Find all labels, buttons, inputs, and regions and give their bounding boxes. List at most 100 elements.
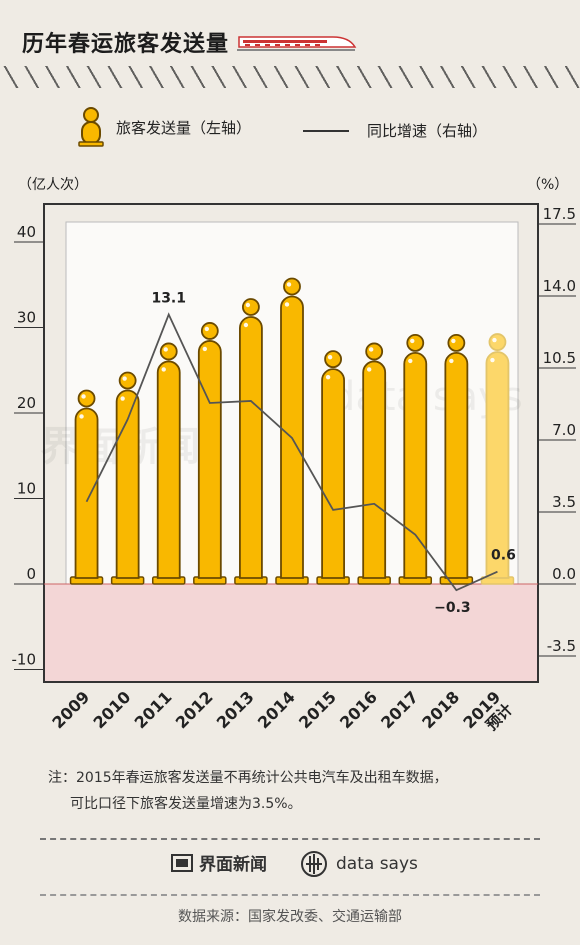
right-tick-label: 10.5 xyxy=(543,349,576,367)
bar-highlight xyxy=(81,394,86,399)
right-axis-unit: （%） xyxy=(527,177,569,193)
bar-2014 xyxy=(275,277,309,585)
footer-divider-2 xyxy=(40,894,540,896)
x-tick-label: 2015 xyxy=(295,687,340,732)
x-tick-label: 2016 xyxy=(336,687,381,732)
bar-2019 xyxy=(480,333,515,585)
jiemian-logo-icon xyxy=(171,853,193,872)
x-tick-label: 2013 xyxy=(213,687,258,732)
legend-line-label: 同比增速（右轴） xyxy=(367,122,488,140)
bar-highlight xyxy=(286,282,292,287)
bar-highlight xyxy=(245,302,251,308)
x-tick-label: 2010 xyxy=(90,687,135,732)
bar-body xyxy=(444,352,469,579)
left-tick-label: 20 xyxy=(17,394,36,412)
legend-bar-label: 旅客发送量（左轴） xyxy=(116,118,252,137)
bar-highlight xyxy=(451,338,456,344)
growth-line xyxy=(85,312,498,592)
footnote-line-2: 可比口径下旅客发送量增速为3.5%。 xyxy=(70,796,302,812)
bar-highlight xyxy=(366,367,372,372)
x-tick-label: 2018 xyxy=(418,687,463,732)
right-tick-label: -3.5 xyxy=(547,637,576,655)
data-source: 数据来源：国家发改委、交通运输部 xyxy=(178,909,402,925)
bar-2011 xyxy=(151,342,186,585)
line-data-label: 0.6 xyxy=(491,548,516,564)
bar-highlight xyxy=(492,337,497,343)
bar-highlight xyxy=(368,347,374,352)
left-tick-label: 40 xyxy=(17,223,36,241)
line-swatch xyxy=(303,129,349,132)
bar-2016 xyxy=(357,342,391,585)
x-tick-label: 2014 xyxy=(254,687,299,732)
line-data-label: −0.3 xyxy=(434,600,471,616)
bar-body xyxy=(362,360,387,579)
bar-body xyxy=(403,352,428,579)
bar-body xyxy=(321,368,345,579)
bar-highlight xyxy=(161,367,166,372)
left-tick-label: 10 xyxy=(17,480,36,498)
datasays-logo-icon xyxy=(301,851,327,877)
bar-2013 xyxy=(234,298,268,585)
bar-highlight xyxy=(163,347,168,352)
right-tick-label: 0.0 xyxy=(552,565,576,583)
legend-bar-item: 旅客发送量（左轴） xyxy=(76,106,251,148)
bar-head xyxy=(77,389,96,408)
page-title: 历年春运旅客发送量 xyxy=(22,32,230,57)
left-tick-label: 0 xyxy=(26,565,36,583)
footnote: 注：2015年春运旅客发送量不再统计公共电汽车及出租车数据， 可比口径下旅客发送… xyxy=(48,765,448,817)
bar-head xyxy=(324,350,342,369)
bar-highlight xyxy=(79,414,84,419)
x-tick-label: 2012 xyxy=(172,687,217,732)
bar-head xyxy=(200,322,219,340)
bar-highlight xyxy=(410,338,415,344)
bar-highlight xyxy=(490,357,495,363)
x-tick-label: 2009 xyxy=(48,687,93,732)
bar-head xyxy=(488,333,507,351)
right-tick-label: 7.0 xyxy=(552,421,576,439)
bar-highlight xyxy=(243,322,249,328)
brand-jiemian: 界面新闻 xyxy=(171,850,267,875)
bar-2012 xyxy=(193,322,227,585)
train-icon xyxy=(237,36,357,51)
brand-datasays: data says xyxy=(300,850,418,878)
bar-body xyxy=(156,360,181,579)
bar-head xyxy=(447,334,466,352)
bar-2015 xyxy=(316,350,350,585)
bar-highlight xyxy=(122,376,127,381)
bar-2017 xyxy=(398,334,433,585)
bar-head xyxy=(283,277,301,296)
bar-highlight xyxy=(449,358,454,364)
legend: 旅客发送量（左轴） 同比增速（右轴） xyxy=(0,106,580,156)
left-axis-unit: （亿人次） xyxy=(18,177,88,193)
right-tick-label: 14.0 xyxy=(543,277,576,295)
bar-body xyxy=(485,351,510,579)
legend-line-item: 同比增速（右轴） xyxy=(303,120,487,141)
bar-highlight xyxy=(408,358,413,364)
bar-body xyxy=(74,407,99,579)
bar-head xyxy=(406,334,425,352)
bar-body xyxy=(239,316,263,579)
passenger-icon xyxy=(78,107,104,147)
brand-left-label: 界面新闻 xyxy=(199,855,267,875)
negative-zone xyxy=(44,584,538,682)
bar-head xyxy=(159,342,178,361)
footer-divider xyxy=(40,838,540,840)
x-tick-label: 2011 xyxy=(131,687,176,732)
brand-right-label: data says xyxy=(336,854,418,874)
bar-highlight xyxy=(202,346,208,352)
footnote-line-1: 注：2015年春运旅客发送量不再统计公共电汽车及出租车数据， xyxy=(48,770,448,786)
bar-body xyxy=(115,389,140,579)
left-tick-label: 30 xyxy=(17,309,36,327)
bar-2018 xyxy=(439,334,474,585)
bar-head xyxy=(242,298,260,316)
plot-frame xyxy=(43,203,539,683)
bar-2009 xyxy=(69,389,104,585)
bar-head xyxy=(118,371,137,390)
left-tick-label: -10 xyxy=(12,651,37,669)
bar-highlight xyxy=(204,326,210,332)
bar-highlight xyxy=(327,354,333,360)
bar-highlight xyxy=(325,374,331,380)
right-tick-label: 3.5 xyxy=(552,493,576,511)
bar-2010 xyxy=(110,371,145,585)
